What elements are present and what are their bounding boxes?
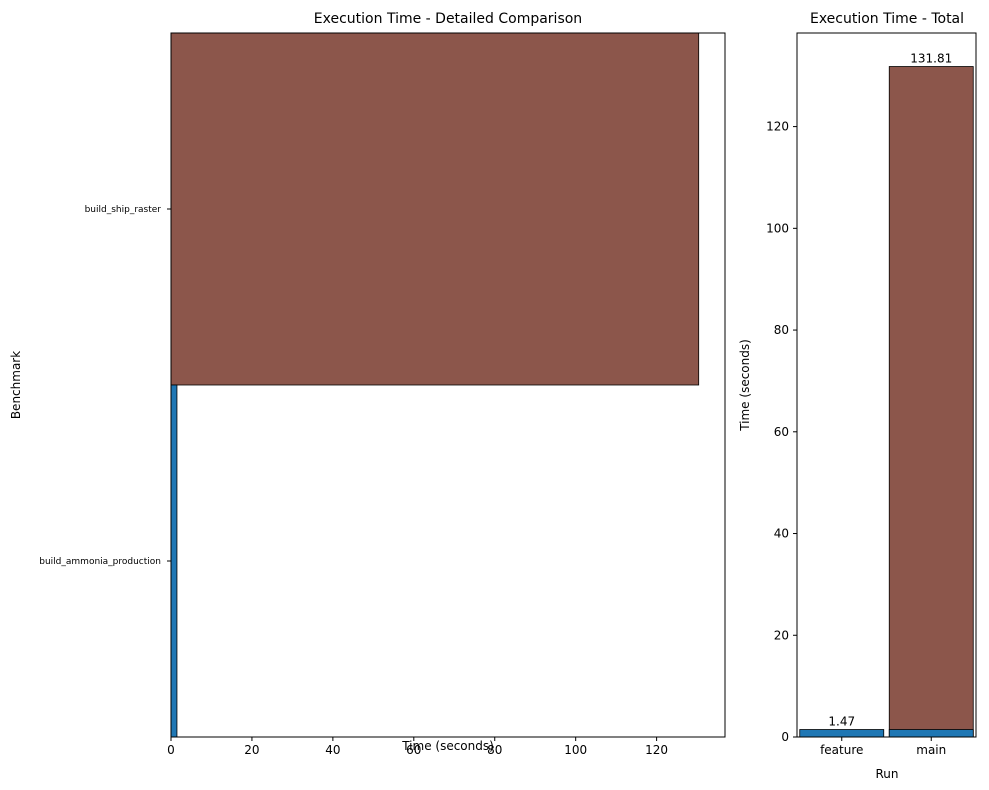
detailed-x-tick-label: 120	[645, 743, 668, 757]
total-y-tick-label: 60	[774, 425, 789, 439]
total-x-tick-label: main	[916, 743, 946, 757]
detailed-bars	[170, 32, 700, 738]
detailed-y-tick-label: build_ammonia_production	[39, 557, 161, 567]
total-x-axis-label: Run	[875, 767, 898, 781]
total-y-tick-label: 120	[766, 120, 789, 134]
total-y-tick-label: 100	[766, 221, 789, 235]
detailed-bar-feature	[170, 384, 178, 738]
detailed-x-tick-label: 0	[167, 743, 175, 757]
detailed-y-ticks: build_ship_raster build_ammonia_productio…	[39, 205, 171, 567]
total-chart-title: Execution Time - Total	[810, 11, 964, 27]
total-bar-value-label: 131.81	[910, 52, 952, 66]
total-plot-frame	[796, 32, 977, 738]
detailed-y-tick-label: build_ship_raster	[85, 205, 162, 215]
detailed-bar-main	[170, 32, 700, 386]
total-y-tick-label: 40	[774, 527, 789, 541]
total-y-tick-label: 80	[774, 323, 789, 337]
total-chart: Execution Time - Total 1.47 131.81 featur…	[738, 11, 977, 781]
detailed-comparison-chart: Execution Time - Detailed Comparison 0 20…	[9, 11, 726, 757]
total-x-ticks: feature main	[820, 737, 946, 757]
total-bar-value-label: 1.47	[828, 715, 855, 729]
detailed-x-tick-label: 20	[244, 743, 259, 757]
total-bar-overlay	[888, 729, 974, 738]
total-x-tick-label: feature	[820, 743, 863, 757]
detailed-x-tick-label: 40	[325, 743, 340, 757]
total-y-tick-label: 0	[781, 730, 789, 744]
total-bar-main	[888, 66, 974, 738]
detailed-x-tick-label: 60	[406, 743, 421, 757]
total-bars: 1.47 131.81	[799, 52, 974, 738]
total-bar-feature	[799, 729, 885, 738]
detailed-x-tick-label: 100	[564, 743, 587, 757]
detailed-chart-title: Execution Time - Detailed Comparison	[314, 11, 582, 27]
total-y-axis-label: Time (seconds)	[738, 339, 752, 432]
total-y-tick-label: 20	[774, 628, 789, 642]
detailed-plot-frame	[170, 32, 726, 738]
detailed-x-tick-label: 80	[487, 743, 502, 757]
detailed-x-ticks: 0 20 40 60 80 100 120	[167, 737, 668, 757]
total-y-ticks: 0 20 40 60 80 100 120	[766, 120, 797, 744]
detailed-y-axis-label: Benchmark	[9, 351, 23, 419]
detailed-x-axis-label: Time (seconds)	[401, 739, 494, 753]
